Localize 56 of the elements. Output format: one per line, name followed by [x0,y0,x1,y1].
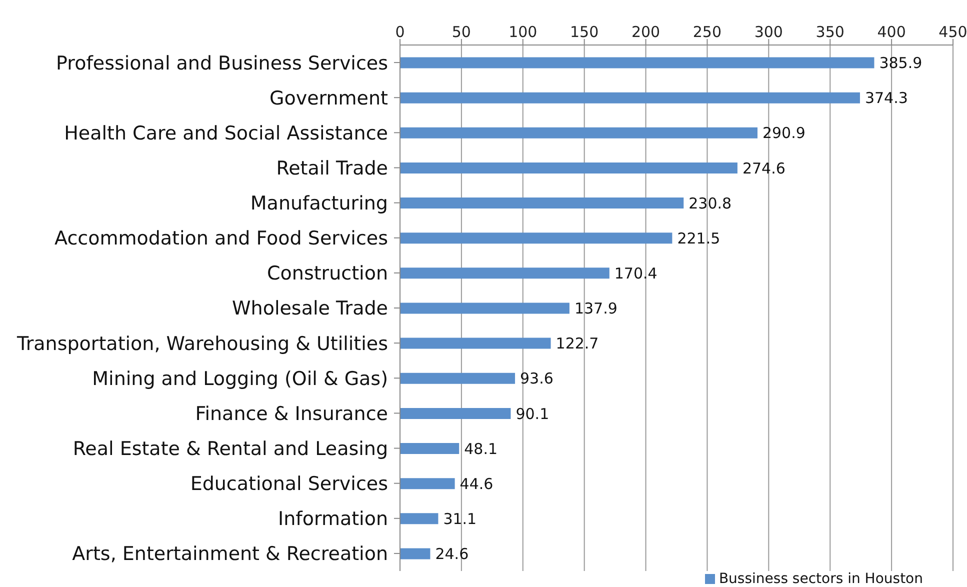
data-label: 221.5 [677,229,720,248]
data-label: 374.3 [864,89,908,108]
data-label: 31.1 [443,510,477,528]
data-label: 44.6 [460,474,494,493]
data-label: 48.1 [464,440,498,458]
bar [400,443,460,454]
y-tick-label: Real Estate & Rental and Leasing [72,438,388,460]
bar [400,478,455,490]
bar [400,513,438,524]
x-tick-label: 350 [816,23,844,41]
x-tick-label: 400 [877,23,906,41]
y-tick-label: Accommodation and Food Services [54,228,388,250]
bar [400,302,570,314]
bar [400,408,511,419]
y-tick-label: Mining and Logging (Oil & Gas) [92,368,388,390]
data-label: 93.6 [520,370,554,388]
bar [400,92,860,104]
x-tick-label: 150 [570,23,599,41]
y-tick-label: Construction [267,262,388,285]
data-label: 230.8 [688,194,732,212]
bar [400,372,516,384]
bar [400,57,874,68]
data-label: 122.7 [556,334,599,353]
y-tick-label: Manufacturing [250,192,388,215]
x-tick-label: 250 [692,23,722,41]
data-label: 24.6 [435,545,469,564]
x-tick-label: 0 [395,23,405,41]
data-label: 90.1 [516,404,550,423]
y-tick-label: Wholesale Trade [232,298,388,320]
bar [400,232,672,244]
bar [400,198,684,209]
y-tick-label: Health Care and Social Assistance [64,122,388,144]
data-label: 290.9 [762,124,806,142]
data-label: 385.9 [879,54,922,72]
y-tick-label: Educational Services [190,473,388,496]
bar [400,338,551,349]
bar [400,268,610,279]
y-tick-label: Information [278,508,388,530]
data-label: 274.6 [742,159,786,178]
legend-label: Bussiness sectors in Houston [718,571,923,587]
bar [400,548,430,560]
data-label: 137.9 [574,300,618,318]
y-tick-label: Finance & Insurance [195,402,388,425]
data-label: 170.4 [614,264,658,282]
bar [400,162,738,174]
x-tick-label: 300 [754,23,783,41]
x-tick-label: 450 [938,23,967,41]
x-tick-label: 50 [452,23,471,41]
x-tick-label: 100 [508,23,538,41]
y-tick-label: Transportation, Warehousing & Utilities [16,332,388,355]
y-tick-label: Professional and Business Services [56,52,388,74]
y-tick-label: Retail Trade [276,157,388,180]
y-tick-label: Government [270,87,388,110]
y-tick-label: Arts, Entertainment & Recreation [72,543,388,566]
bar [400,127,758,138]
x-tick-label: 200 [631,23,660,41]
